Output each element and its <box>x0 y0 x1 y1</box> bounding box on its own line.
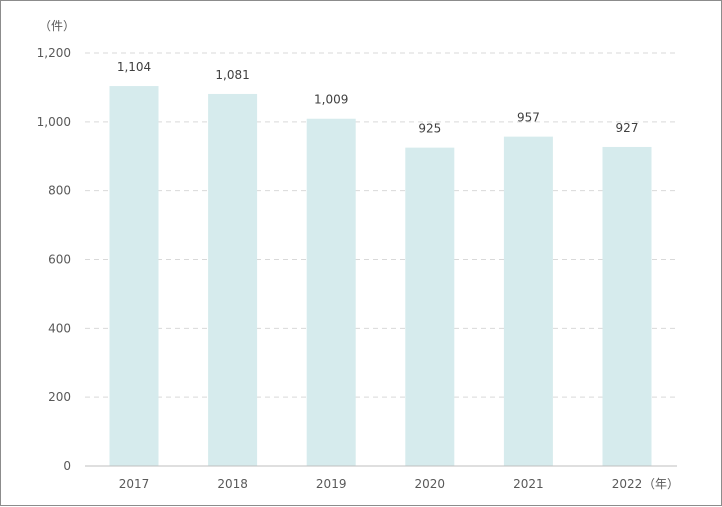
data-label-2018: 1,081 <box>215 68 249 82</box>
bar-2017 <box>109 86 159 466</box>
y-tick-label: 800 <box>48 184 71 198</box>
y-tick-labels: 0 200 400 600 800 1,000 1,200 <box>37 46 71 473</box>
bar-2022 <box>602 146 652 466</box>
y-unit-label: （件） <box>39 19 75 33</box>
y-tick-label: 200 <box>48 390 71 404</box>
bar-2020 <box>405 147 455 467</box>
data-label-2021: 957 <box>517 111 540 125</box>
x-tick-label-2022: 2022 <box>612 477 643 491</box>
y-tick-label: 400 <box>48 321 71 335</box>
data-label-2019: 1,009 <box>314 93 348 107</box>
y-tick-label: 1,000 <box>37 115 71 129</box>
x-tick-label-2017: 2017 <box>119 477 150 491</box>
bar-2018 <box>208 93 258 466</box>
data-label-2017: 1,104 <box>117 60 151 74</box>
data-label-2020: 925 <box>418 122 441 136</box>
data-label-2022: 927 <box>616 121 639 135</box>
x-tick-label-2021: 2021 <box>513 477 544 491</box>
bar-2019 <box>306 118 356 466</box>
x-tick-label-2019: 2019 <box>316 477 347 491</box>
x-tick-label-2020: 2020 <box>415 477 446 491</box>
x-tick-labels: 2017 2018 2019 2020 2021 2022 <box>119 477 643 491</box>
grid-lines <box>85 52 677 398</box>
y-tick-label: 600 <box>48 253 71 267</box>
data-labels: 1,104 1,081 1,009 925 957 927 <box>117 60 639 136</box>
y-tick-label: 1,200 <box>37 46 71 60</box>
bar-2021 <box>503 136 553 466</box>
x-unit-label: （年） <box>643 477 679 491</box>
bars <box>109 86 652 467</box>
y-tick-label: 0 <box>63 459 71 473</box>
x-tick-label-2018: 2018 <box>217 477 248 491</box>
